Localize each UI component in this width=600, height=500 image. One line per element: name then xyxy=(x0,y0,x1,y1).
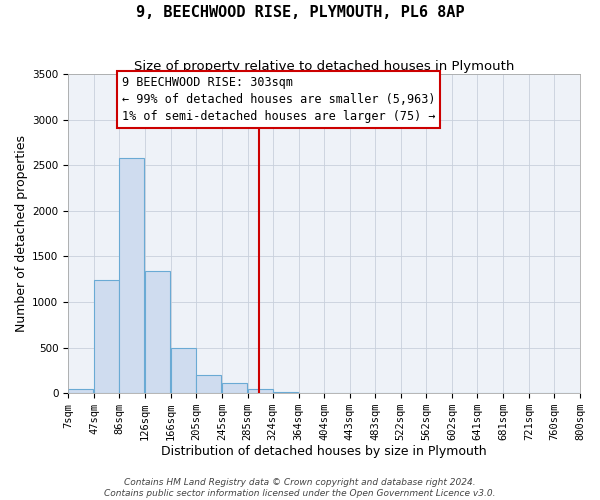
Bar xyxy=(248,390,273,393)
Bar xyxy=(94,280,119,393)
Bar xyxy=(119,158,145,393)
Bar xyxy=(273,392,298,393)
Y-axis label: Number of detached properties: Number of detached properties xyxy=(15,135,28,332)
Bar xyxy=(171,348,196,393)
Text: Contains HM Land Registry data © Crown copyright and database right 2024.
Contai: Contains HM Land Registry data © Crown c… xyxy=(104,478,496,498)
Text: 9, BEECHWOOD RISE, PLYMOUTH, PL6 8AP: 9, BEECHWOOD RISE, PLYMOUTH, PL6 8AP xyxy=(136,5,464,20)
Title: Size of property relative to detached houses in Plymouth: Size of property relative to detached ho… xyxy=(134,60,514,73)
Bar xyxy=(145,271,170,393)
X-axis label: Distribution of detached houses by size in Plymouth: Distribution of detached houses by size … xyxy=(161,444,487,458)
Bar xyxy=(68,388,94,393)
Bar xyxy=(196,375,221,393)
Bar xyxy=(222,383,247,393)
Text: 9 BEECHWOOD RISE: 303sqm
← 99% of detached houses are smaller (5,963)
1% of semi: 9 BEECHWOOD RISE: 303sqm ← 99% of detach… xyxy=(122,76,435,123)
